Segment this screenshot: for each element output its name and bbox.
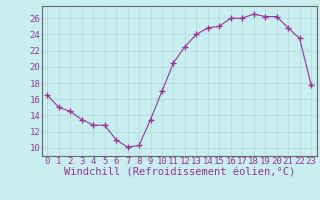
X-axis label: Windchill (Refroidissement éolien,°C): Windchill (Refroidissement éolien,°C) [64,168,295,178]
